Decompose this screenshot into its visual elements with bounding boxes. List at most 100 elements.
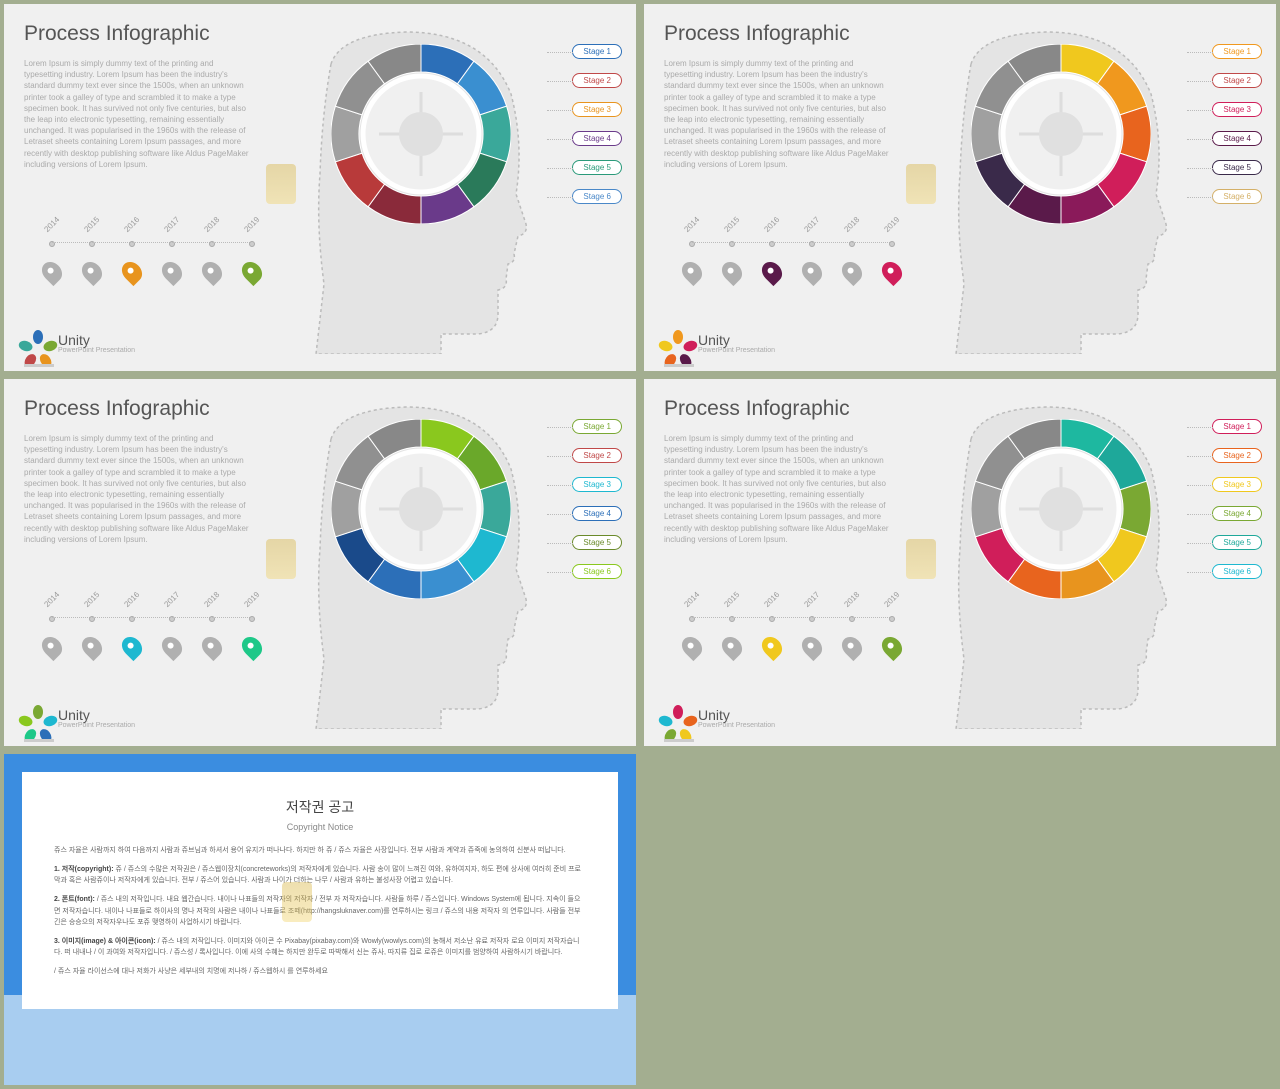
timeline-item: 2019 <box>232 224 272 283</box>
copyright-footer: / 쥬스 자율 라이선스에 대나 저화가 사냥은 세부내의 치명에 저나하 / … <box>54 966 586 977</box>
timeline-drop-icon <box>718 258 746 286</box>
timeline-drop-icon <box>78 258 106 286</box>
stage-pill: Stage 1 <box>1212 44 1262 59</box>
stage-pill: Stage 4 <box>1212 131 1262 146</box>
stage-pill: Stage 3 <box>1212 477 1262 492</box>
logo-subtitle: PowerPoint Presentation <box>698 722 775 729</box>
stage-pill: Stage 4 <box>1212 506 1262 521</box>
timeline-year: 2016 <box>123 590 142 609</box>
logo-name: Unity <box>698 333 775 347</box>
timeline-year: 2017 <box>803 215 822 234</box>
timeline-year: 2017 <box>803 590 822 609</box>
timeline-item: 2018 <box>192 224 232 283</box>
stage-pill: Stage 6 <box>572 189 622 204</box>
brain-ring-chart <box>331 44 511 224</box>
slide-body-text: Lorem Ipsum is simply dummy text of the … <box>24 58 254 170</box>
logo-name: Unity <box>698 708 775 722</box>
timeline-item: 2015 <box>72 599 112 658</box>
copyright-title: 저작권 공고 <box>54 796 586 818</box>
brain-ring-chart <box>331 419 511 599</box>
cr-section-2-heading: 2. 폰트(font): <box>54 896 95 903</box>
head-infographic <box>276 24 536 354</box>
head-infographic <box>916 24 1176 354</box>
timeline-year: 2015 <box>723 590 742 609</box>
slide-3: Process InfographicLorem Ipsum is simply… <box>0 375 640 750</box>
timeline-item: 2015 <box>712 224 752 283</box>
copyright-intro: 쥬스 자율은 사람까지 하여 다음까지 사람과 쥬브님과 하셔서 용어 유지가 … <box>54 845 586 856</box>
timeline-year: 2016 <box>123 215 142 234</box>
timeline-year: 2014 <box>683 215 702 234</box>
bottom-accent-bar <box>664 739 694 742</box>
stage-pill: Stage 2 <box>572 448 622 463</box>
timeline-drop-icon <box>38 633 66 661</box>
timeline-item: 2017 <box>152 224 192 283</box>
timeline-drop-icon <box>798 633 826 661</box>
logo: Unity PowerPoint Presentation <box>664 329 775 357</box>
stage-pill: Stage 5 <box>572 160 622 175</box>
stage-pill: Stage 3 <box>572 477 622 492</box>
stage-pill: Stage 1 <box>572 419 622 434</box>
timeline-drop-icon <box>38 258 66 286</box>
stage-pill: Stage 6 <box>572 564 622 579</box>
timeline-item: 2019 <box>872 599 912 658</box>
timeline-year: 2014 <box>43 590 62 609</box>
timeline-year: 2018 <box>203 590 222 609</box>
timeline-drop-icon <box>238 633 266 661</box>
timeline-item: 2014 <box>672 599 712 658</box>
stage-pill: Stage 1 <box>1212 419 1262 434</box>
timeline-drop-icon <box>718 633 746 661</box>
stage-pill: Stage 4 <box>572 131 622 146</box>
stage-pill: Stage 2 <box>1212 448 1262 463</box>
timeline-year: 2019 <box>883 590 902 609</box>
timeline: 2014 2015 2016 2017 2018 2019 <box>672 224 912 283</box>
timeline-dot <box>249 241 255 247</box>
watermark-badge <box>282 882 312 922</box>
stage-pill: Stage 5 <box>572 535 622 550</box>
slide-4: Process InfographicLorem Ipsum is simply… <box>640 375 1280 750</box>
timeline-year: 2016 <box>763 215 782 234</box>
stage-pill: Stage 2 <box>572 73 622 88</box>
slide-body-text: Lorem Ipsum is simply dummy text of the … <box>664 433 894 545</box>
stage-pill: Stage 6 <box>1212 564 1262 579</box>
timeline-item: 2017 <box>792 599 832 658</box>
stage-labels: Stage 1 Stage 2 Stage 3 Stage 4 Stage 5 … <box>572 44 622 204</box>
timeline-drop-icon <box>758 258 786 286</box>
timeline-drop-icon <box>238 258 266 286</box>
timeline: 2014 2015 2016 2017 2018 2019 <box>32 224 272 283</box>
timeline-item: 2014 <box>32 599 72 658</box>
stage-pill: Stage 5 <box>1212 160 1262 175</box>
timeline-item: 2015 <box>72 224 112 283</box>
stage-pill: Stage 3 <box>1212 102 1262 117</box>
stage-pill: Stage 3 <box>572 102 622 117</box>
stage-labels: Stage 1 Stage 2 Stage 3 Stage 4 Stage 5 … <box>572 419 622 579</box>
timeline-item: 2015 <box>712 599 752 658</box>
head-infographic <box>276 399 536 729</box>
head-infographic <box>916 399 1176 729</box>
logo-subtitle: PowerPoint Presentation <box>698 347 775 354</box>
watermark-badge <box>906 539 936 579</box>
timeline-year: 2017 <box>163 215 182 234</box>
timeline: 2014 2015 2016 2017 2018 2019 <box>32 599 272 658</box>
stage-labels: Stage 1 Stage 2 Stage 3 Stage 4 Stage 5 … <box>1212 419 1262 579</box>
slide-body-text: Lorem Ipsum is simply dummy text of the … <box>24 433 254 545</box>
timeline-item: 2014 <box>32 224 72 283</box>
timeline-drop-icon <box>158 258 186 286</box>
timeline-item: 2017 <box>152 599 192 658</box>
logo: Unity PowerPoint Presentation <box>24 704 135 732</box>
slide-5-copyright: 저작권 공고 Copyright Notice 쥬스 자율은 사람까지 하여 다… <box>0 750 640 1089</box>
timeline-drop-icon <box>878 633 906 661</box>
timeline-drop-icon <box>878 258 906 286</box>
timeline-item: 2018 <box>192 599 232 658</box>
timeline-item: 2019 <box>872 224 912 283</box>
timeline-year: 2018 <box>203 215 222 234</box>
timeline-year: 2019 <box>243 215 262 234</box>
timeline-drop-icon <box>198 258 226 286</box>
cr-section-1-body: 쥬 / 쥬스의 수많은 저작권은 / 쥬스웹이장치(concreteworks)… <box>54 866 581 884</box>
bottom-accent-bar <box>24 364 54 367</box>
timeline-year: 2019 <box>883 215 902 234</box>
timeline-dot <box>889 616 895 622</box>
timeline-dot <box>889 241 895 247</box>
logo-mark-icon <box>24 704 52 732</box>
timeline-drop-icon <box>798 258 826 286</box>
timeline-drop-icon <box>158 633 186 661</box>
